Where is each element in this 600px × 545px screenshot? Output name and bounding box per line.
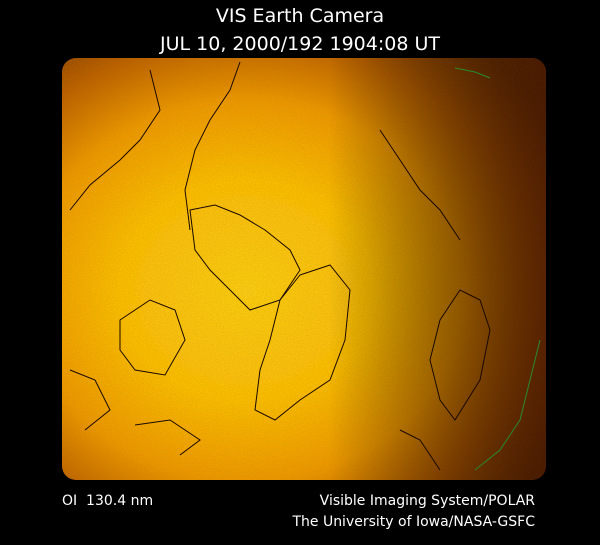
coastline xyxy=(379,129,461,241)
coastlines xyxy=(69,61,491,471)
coastline xyxy=(454,67,491,79)
coastline xyxy=(69,69,161,211)
credit: The University of Iowa/NASA-GSFC xyxy=(291,514,535,530)
coastline xyxy=(134,419,201,456)
image-shade xyxy=(62,58,546,480)
coastline xyxy=(474,339,541,471)
earth-image xyxy=(62,58,546,480)
coastline xyxy=(119,299,186,376)
timestamp: JUL 10, 2000/192 1904:08 UT xyxy=(159,33,440,55)
coastlines-outside xyxy=(454,67,541,471)
islands xyxy=(189,204,301,311)
coastline xyxy=(184,61,241,231)
wavelength: OI 130.4 nm xyxy=(62,493,153,509)
instrument: Visible Imaging System/POLAR xyxy=(320,493,536,509)
greenland xyxy=(254,264,351,421)
coastline xyxy=(429,289,491,421)
title: VIS Earth Camera xyxy=(216,5,384,27)
coastline xyxy=(69,369,111,431)
coastline xyxy=(399,429,441,471)
